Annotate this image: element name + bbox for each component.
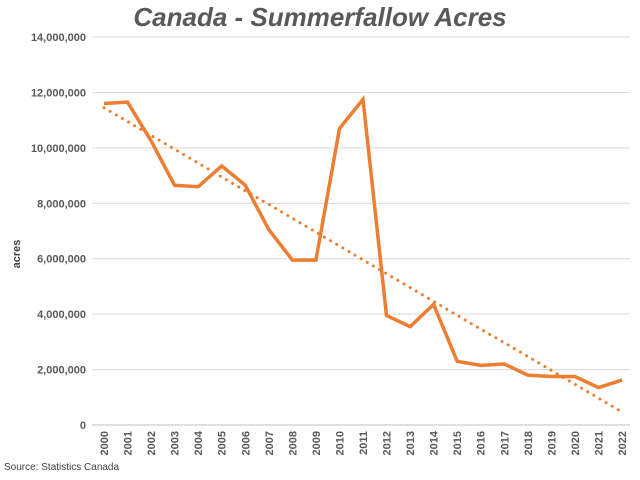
x-tick-label: 2013 [405,431,417,455]
y-tick-label: 2,000,000 [37,365,86,377]
y-tick-label: 0 [80,420,86,432]
y-tick-label: 14,000,000 [31,32,86,44]
chart-title: Canada - Summerfallow Acres [133,2,507,32]
x-tick-label: 2002 [146,431,158,455]
gridlines [92,36,630,426]
x-tick-label: 2021 [593,431,605,455]
series-group [102,95,624,414]
x-tick-label: 2008 [287,431,299,455]
x-tick-label: 2012 [382,431,394,455]
trendline [102,106,624,414]
series-line [103,95,623,390]
x-tick-label: 2017 [499,431,511,455]
x-tick-label: 2004 [193,430,205,455]
y-axis-label: acres [11,240,23,269]
y-tick-labels: 0 2,000,000 4,000,000 6,000,000 8,000,000 10,… [31,32,86,432]
x-tick-label: 2009 [311,431,323,455]
x-tick-label: 2000 [99,431,111,455]
x-tick-label: 2003 [170,431,182,455]
x-tick-label: 2007 [264,431,276,455]
x-tick-label: 2010 [334,431,346,455]
x-tick-label: 2011 [358,431,370,455]
y-tick-label: 4,000,000 [37,309,86,321]
y-tick-label: 10,000,000 [31,143,86,155]
x-tick-label: 2016 [476,431,488,455]
x-tick-label: 2001 [123,431,135,455]
x-tick-label: 2015 [452,431,464,455]
source-note: Source: Statistics Canada [4,462,120,473]
y-tick-label: 6,000,000 [37,254,86,266]
y-tick-label: 12,000,000 [31,87,86,99]
x-tick-label: 2022 [617,431,629,455]
x-tick-label: 2006 [240,431,252,455]
y-tick-label: 8,000,000 [37,198,86,210]
x-tick-label: 2005 [217,431,229,455]
x-tick-label: 2014 [429,430,441,455]
x-tick-label: 2019 [546,431,558,455]
x-tick-label: 2018 [523,431,535,455]
x-tick-labels: 2000 2001 2002 2003 2004 2005 2006 2007 2008 2009… [99,430,629,455]
x-tick-label: 2020 [570,431,582,455]
